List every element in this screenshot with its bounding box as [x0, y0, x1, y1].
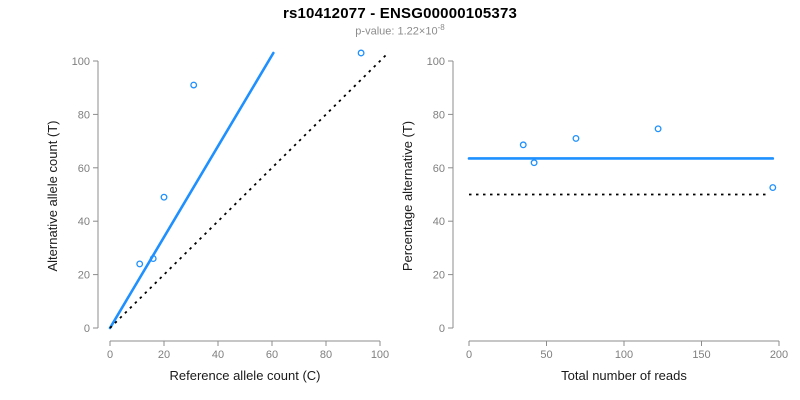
x-tick-label: 20 [158, 349, 170, 361]
y-tick-label: 100 [72, 56, 90, 68]
y-tick-label: 20 [433, 270, 445, 282]
y-tick-label: 60 [433, 163, 445, 175]
x-tick-label: 100 [615, 349, 633, 361]
y-axis-title: Percentage alternative (T) [400, 121, 415, 271]
data-point [160, 193, 168, 201]
data-point [519, 141, 527, 149]
y-tick-label: 60 [78, 163, 90, 175]
percentage-panel: 0 20 40 60 80 100 0 50 100 150 200 Total number of … [400, 56, 788, 383]
x-tick-label: 200 [770, 349, 788, 361]
y-tick-label: 0 [439, 323, 445, 335]
x-tick-label: 0 [466, 349, 472, 361]
y-tick-label: 0 [84, 323, 90, 335]
y-tick-label: 40 [78, 216, 90, 228]
identity-line [109, 52, 389, 329]
x-tick-label: 80 [320, 349, 332, 361]
x-tick-label: 40 [212, 349, 224, 361]
y-tick-label: 20 [78, 270, 90, 282]
data-point [572, 134, 580, 142]
y-tick-label: 40 [433, 216, 445, 228]
y-tick-label: 80 [433, 109, 445, 121]
y-axis-title: Alternative allele count (T) [45, 120, 60, 271]
data-point [190, 81, 198, 89]
y-tick-label: 80 [78, 109, 90, 121]
y-tick-label: 100 [427, 56, 445, 68]
data-point [769, 184, 777, 192]
fitted-ratio-line [108, 51, 275, 330]
x-axis-title: Total number of reads [561, 368, 687, 383]
data-point [654, 125, 662, 133]
x-tick-label: 50 [540, 349, 552, 361]
data-point [136, 260, 144, 268]
allele-counts-panel: 0 20 40 60 80 100 0 20 40 60 80 100 Reference allele… [45, 49, 389, 383]
x-tick-label: 100 [371, 349, 389, 361]
data-point [530, 159, 538, 167]
x-axis-title: Reference allele count (C) [169, 368, 320, 383]
x-tick-label: 60 [266, 349, 278, 361]
x-tick-label: 150 [692, 349, 710, 361]
x-tick-label: 0 [107, 349, 113, 361]
data-point [149, 255, 157, 263]
data-point [357, 49, 365, 57]
